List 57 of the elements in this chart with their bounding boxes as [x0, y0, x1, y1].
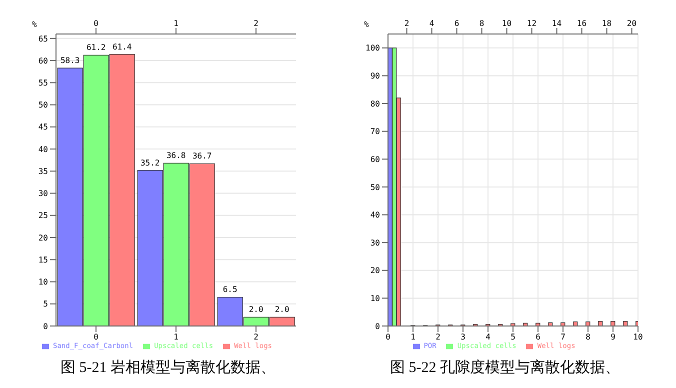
y-tick-label: 60: [370, 154, 380, 164]
y-tick-label: 70: [370, 127, 380, 136]
x-tick-label: 4: [486, 332, 491, 342]
y-tick-label: 60: [38, 56, 48, 66]
y-tick-label: 55: [38, 78, 48, 88]
x2-tick-label: 12: [526, 19, 537, 28]
data-label: 61.2: [86, 43, 106, 52]
x2-tick-label: 20: [626, 19, 637, 28]
data-label: 61.4: [112, 42, 132, 52]
y-tick-label: 90: [370, 72, 380, 81]
x2-tick-label: 16: [576, 19, 587, 28]
x-tick-label: 1: [410, 332, 416, 342]
y-tick-label: 50: [38, 100, 48, 110]
y-tick-label: 15: [38, 255, 48, 264]
caption: 图 5-22 孔隙度模型与离散化数据、: [389, 358, 621, 377]
x-tick-label: 6: [536, 332, 541, 342]
y-tick-label: 0: [375, 322, 380, 331]
x-tick-label: 0: [94, 19, 99, 28]
x-tick-label: 2: [254, 19, 259, 28]
data-label: 36.8: [166, 151, 186, 160]
x-tick-label: 9: [610, 332, 616, 342]
x-tick-label: 1: [174, 19, 179, 28]
x2-tick-label: 14: [552, 19, 562, 28]
y-tick-label: 20: [370, 266, 380, 276]
x-tick-label: 7: [560, 332, 566, 342]
data-label: 2.0: [274, 305, 290, 314]
y-tick-label: 65: [38, 34, 48, 44]
y-axis-title: %: [364, 20, 369, 30]
x-tick-label: 10: [633, 332, 643, 342]
y-tick-label: 35: [38, 166, 48, 176]
y-tick-label: 40: [370, 210, 380, 220]
y-tick-label: 100: [366, 44, 380, 53]
x-tick-label: 8: [586, 332, 591, 342]
x-tick-label: 2: [436, 332, 441, 342]
data-label: 58.3: [60, 56, 80, 66]
y-tick-label: 30: [370, 238, 380, 248]
x-tick-label: 0: [386, 332, 391, 342]
y-tick-label: 40: [38, 144, 48, 154]
y-tick-label: 30: [38, 189, 48, 198]
data-label: 35.2: [140, 158, 160, 168]
y-tick-label: 0: [43, 322, 48, 331]
y-tick-label: 5: [43, 300, 48, 309]
data-label: 6.5: [222, 285, 238, 294]
x-tick-label: 3: [460, 332, 466, 342]
y-tick-label: 45: [38, 122, 48, 132]
y-tick-label: 50: [370, 182, 380, 192]
caption: 图 5-21 岩相模型与离散化数据、: [60, 358, 276, 377]
x-tick-label: 5: [510, 332, 516, 342]
y-axis-title: %: [32, 20, 37, 30]
data-label: 2.0: [248, 305, 264, 314]
data-label: 36.7: [192, 152, 212, 161]
y-tick-label: 25: [38, 211, 48, 220]
y-tick-label: 10: [370, 294, 380, 304]
x2-tick-label: 18: [602, 19, 612, 28]
y-tick-label: 20: [38, 233, 48, 242]
y-tick-label: 80: [370, 99, 380, 108]
y-tick-label: 10: [38, 278, 48, 287]
